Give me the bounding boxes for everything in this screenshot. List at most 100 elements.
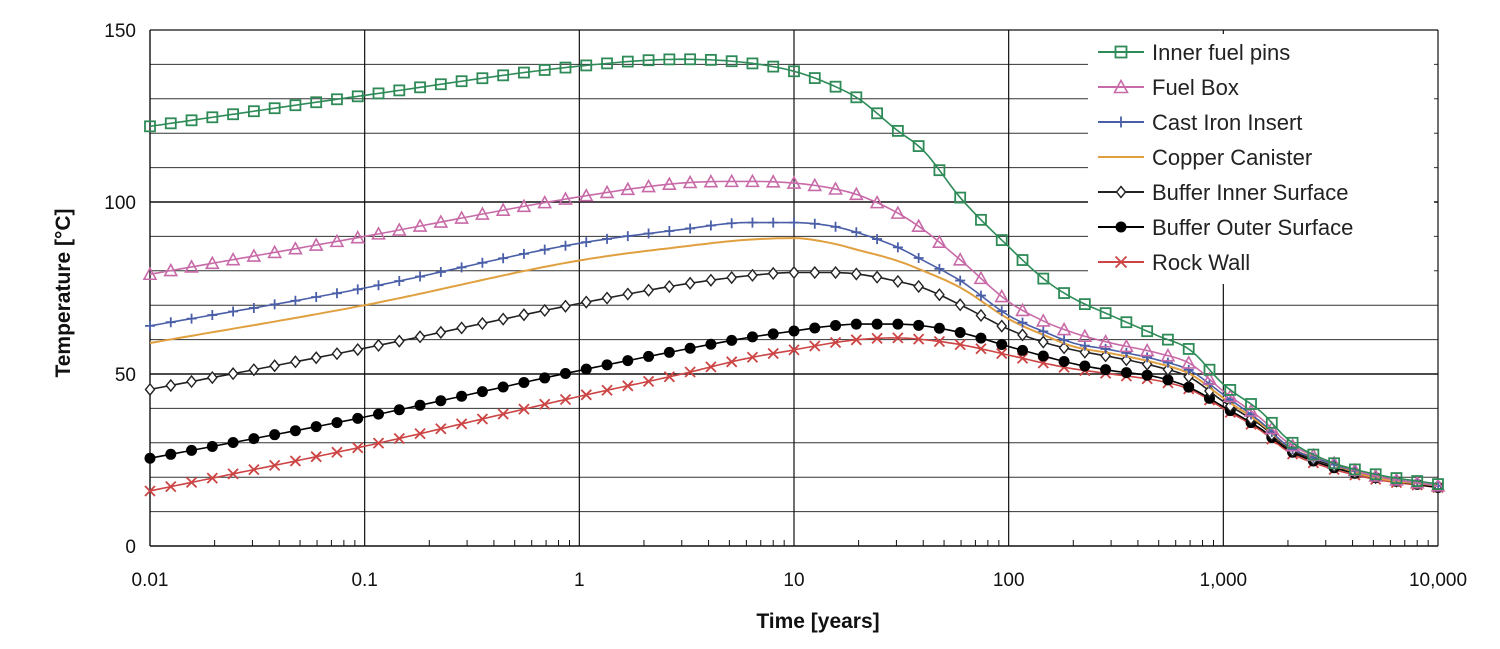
- marker-circle: [913, 319, 925, 331]
- marker-circle: [227, 437, 239, 449]
- marker-x: [726, 356, 738, 368]
- marker-triangle: [1430, 478, 1446, 492]
- marker-square: [518, 66, 530, 79]
- marker-square: [995, 234, 1008, 246]
- marker-triangle: [1202, 371, 1217, 385]
- marker-square: [1286, 436, 1299, 449]
- marker-x: [144, 485, 156, 497]
- marker-circle: [684, 342, 696, 354]
- marker-x: [539, 398, 551, 410]
- marker-square: [580, 59, 593, 72]
- marker-plus: [685, 223, 696, 234]
- x-tick-label: 0.1: [351, 570, 377, 591]
- marker-plus: [352, 284, 363, 295]
- marker-triangle: [724, 173, 740, 188]
- legend: Inner fuel pins Fuel Box Cast Iron Insert C…: [1088, 34, 1434, 284]
- marker-square: [850, 91, 863, 104]
- marker-square: [1078, 298, 1091, 311]
- marker-x: [996, 347, 1008, 360]
- marker-circle: [830, 319, 842, 331]
- marker-triangle: [267, 244, 282, 259]
- marker-diamond: [934, 288, 945, 302]
- marker-square: [767, 60, 780, 73]
- marker-square: [642, 54, 655, 67]
- marker-diamond: [830, 265, 841, 280]
- x-tick-label: 10: [783, 570, 804, 591]
- x-tick-label: 1: [574, 570, 585, 591]
- legend-item: Buffer Inner Surface: [1098, 180, 1349, 205]
- marker-square: [351, 90, 364, 103]
- marker-square: [829, 80, 842, 93]
- marker-circle: [165, 448, 177, 460]
- legend-background: [1088, 34, 1434, 284]
- marker-x: [310, 451, 322, 463]
- x-tick-label: 0.01: [132, 570, 169, 591]
- marker-x: [185, 476, 198, 489]
- marker-circle: [269, 429, 281, 441]
- marker-diamond: [248, 363, 260, 377]
- marker-triangle: [350, 229, 366, 244]
- marker-circle: [663, 346, 675, 358]
- marker-plus: [1059, 334, 1070, 345]
- marker-triangle: [682, 174, 698, 189]
- marker-square: [185, 114, 198, 127]
- marker-diamond: [996, 319, 1008, 333]
- marker-diamond: [290, 355, 301, 369]
- marker-circle: [601, 359, 613, 371]
- marker-plus: [165, 317, 176, 328]
- marker-x: [933, 335, 946, 348]
- marker-diamond: [476, 316, 488, 331]
- marker-x: [1114, 255, 1128, 269]
- y-tick-label: 50: [115, 365, 136, 386]
- marker-plus: [955, 275, 966, 286]
- marker-triangle: [786, 175, 802, 189]
- marker-diamond: [850, 267, 862, 281]
- marker-plus: [1142, 352, 1153, 363]
- marker-plus: [1079, 340, 1090, 351]
- marker-triangle: [1409, 475, 1425, 489]
- marker-circle: [1115, 221, 1127, 233]
- marker-circle: [1017, 344, 1029, 356]
- marker-diamond: [892, 274, 904, 289]
- marker-triangle: [828, 181, 843, 195]
- marker-square: [912, 140, 925, 152]
- marker-plus: [726, 218, 737, 229]
- marker-plus: [539, 244, 550, 255]
- marker-square: [788, 65, 800, 78]
- marker-plus: [996, 306, 1007, 317]
- marker-x: [788, 344, 800, 356]
- marker-square: [1120, 316, 1133, 329]
- marker-circle: [144, 452, 156, 464]
- marker-triangle: [391, 222, 407, 236]
- marker-circle: [996, 338, 1008, 350]
- marker-diamond: [560, 299, 571, 313]
- marker-x: [455, 418, 468, 430]
- x-tick-label: 10,000: [1409, 570, 1467, 591]
- marker-plus: [477, 257, 488, 268]
- marker-triangle: [184, 259, 199, 273]
- marker-plus: [1038, 326, 1049, 337]
- marker-diamond: [331, 347, 343, 361]
- marker-diamond: [1037, 335, 1049, 349]
- marker-circle: [1203, 392, 1215, 404]
- marker-circle: [705, 338, 717, 350]
- marker-diamond: [788, 265, 800, 280]
- series-copper-canister: [149, 237, 1439, 487]
- marker-x: [746, 351, 759, 363]
- marker-square: [1037, 272, 1050, 285]
- marker-diamond: [352, 342, 364, 357]
- legend-item: Rock Wall: [1098, 250, 1250, 275]
- marker-square: [310, 96, 323, 109]
- y-tick-label: 0: [125, 537, 136, 558]
- marker-triangle: [329, 233, 345, 248]
- marker-circle: [1183, 381, 1195, 393]
- marker-plus: [664, 226, 675, 237]
- marker-diamond: [767, 266, 779, 280]
- marker-square: [1162, 333, 1174, 346]
- marker-triangle: [1181, 355, 1197, 369]
- marker-diamond: [809, 265, 821, 280]
- marker-square: [1369, 468, 1382, 481]
- marker-x: [767, 347, 779, 360]
- marker-plus: [830, 221, 841, 232]
